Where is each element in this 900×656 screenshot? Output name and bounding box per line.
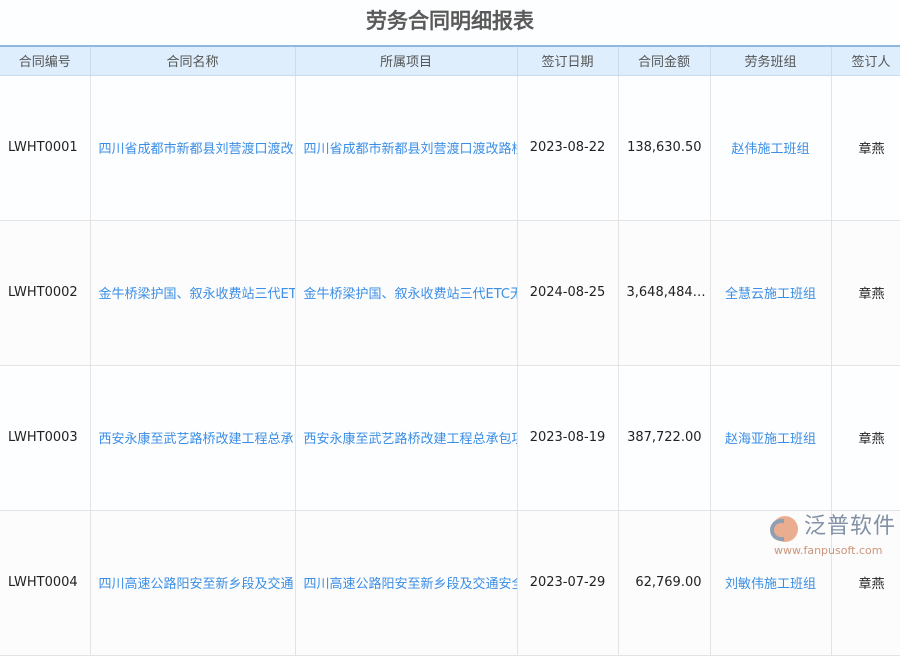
watermark-brand: 泛普软件 xyxy=(804,514,897,539)
cell-amount: 3,648,484… xyxy=(618,220,711,366)
cell-date: 2023-08-19 xyxy=(517,365,619,511)
col-header-project[interactable]: 所属项目 xyxy=(295,45,518,76)
col-header-amount[interactable]: 合同金额 xyxy=(618,45,711,76)
cell-project[interactable]: 四川高速公路阳安至新乡段及交通安全 xyxy=(295,510,518,656)
col-header-name[interactable]: 合同名称 xyxy=(90,45,296,76)
watermark-logo: 泛普软件 www.fanpusoft.com xyxy=(770,514,900,560)
cell-project[interactable]: 西安永康至武艺路桥改建工程总承包项 xyxy=(295,365,518,511)
cell-date: 2023-07-29 xyxy=(517,510,619,656)
table-row[interactable]: LWHT0004 四川高速公路阳安至新乡段及交通 四川高速公路阳安至新乡段及交通安全… xyxy=(0,510,900,656)
cell-code: LWHT0001 xyxy=(0,75,91,221)
cell-code: LWHT0004 xyxy=(0,510,91,656)
cell-name[interactable]: 西安永康至武艺路桥改建工程总承 xyxy=(90,365,296,511)
table-row[interactable]: LWHT0002 金牛桥梁护国、叙永收费站三代ETC 金牛桥梁护国、叙永收费站三代E… xyxy=(0,220,900,366)
cell-team[interactable]: 全慧云施工班组 xyxy=(710,220,832,366)
cell-signer: 章燕 xyxy=(831,365,900,511)
cell-amount: 387,722.00 xyxy=(618,365,711,511)
cell-project[interactable]: 四川省成都市新都县刘营渡口渡改路桥 xyxy=(295,75,518,221)
cell-team[interactable]: 赵海亚施工班组 xyxy=(710,365,832,511)
cell-amount: 138,630.50 xyxy=(618,75,711,221)
cell-signer: 章燕 xyxy=(831,75,900,221)
table-row[interactable]: LWHT0003 西安永康至武艺路桥改建工程总承 西安永康至武艺路桥改建工程总承包项… xyxy=(0,365,900,511)
col-header-team[interactable]: 劳务班组 xyxy=(710,45,832,76)
col-header-code[interactable]: 合同编号 xyxy=(0,45,91,76)
col-header-date[interactable]: 签订日期 xyxy=(517,45,619,76)
cell-code: LWHT0002 xyxy=(0,220,91,366)
brand-logo-arc-icon xyxy=(770,519,784,541)
col-header-signer[interactable]: 签订人 xyxy=(831,45,900,76)
cell-amount: 62,769.00 xyxy=(618,510,711,656)
contract-table: 合同编号 合同名称 所属项目 签订日期 合同金额 劳务班组 签订人 LWHT00… xyxy=(0,45,900,656)
cell-date: 2023-08-22 xyxy=(517,75,619,221)
table-header: 合同编号 合同名称 所属项目 签订日期 合同金额 劳务班组 签订人 xyxy=(0,45,900,76)
cell-signer: 章燕 xyxy=(831,220,900,366)
cell-name[interactable]: 四川省成都市新都县刘营渡口渡改 xyxy=(90,75,296,221)
cell-team[interactable]: 赵伟施工班组 xyxy=(710,75,832,221)
watermark-url: www.fanpusoft.com xyxy=(774,544,883,557)
cell-name[interactable]: 四川高速公路阳安至新乡段及交通 xyxy=(90,510,296,656)
cell-code: LWHT0003 xyxy=(0,365,91,511)
page-title: 劳务合同明细报表 xyxy=(366,9,534,33)
cell-project[interactable]: 金牛桥梁护国、叙永收费站三代ETC无 xyxy=(295,220,518,366)
table-row[interactable]: LWHT0001 四川省成都市新都县刘营渡口渡改 四川省成都市新都县刘营渡口渡改路桥… xyxy=(0,75,900,221)
cell-name[interactable]: 金牛桥梁护国、叙永收费站三代ETC xyxy=(90,220,296,366)
cell-date: 2024-08-25 xyxy=(517,220,619,366)
